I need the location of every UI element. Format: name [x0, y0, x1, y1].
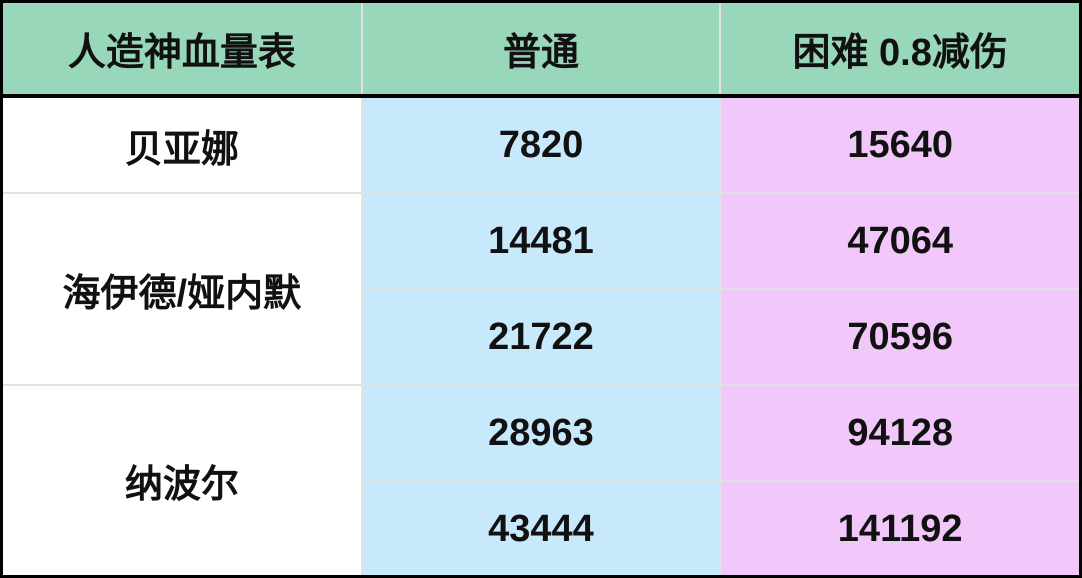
hard-hp: 141192	[719, 480, 1079, 575]
header-row: 人造神血量表 普通 困难 0.8减伤	[3, 3, 1079, 98]
normal-hp: 7820	[360, 95, 722, 194]
hard-hp: 70596	[719, 288, 1079, 386]
normal-hp: 28963	[360, 384, 722, 482]
normal-hp: 43444	[360, 480, 722, 575]
table-row: 贝亚娜 7820 15640	[3, 95, 1079, 194]
table-row: 43444 141192	[3, 480, 1079, 575]
table-row: 海伊德/娅内默 14481 47064	[3, 192, 1079, 386]
hard-hp: 15640	[719, 95, 1079, 194]
table-row: 21722 70596	[3, 288, 1079, 386]
hard-hp: 47064	[719, 192, 1079, 290]
table-row: 纳波尔 28963 94128	[3, 384, 1079, 575]
header-normal: 普通	[360, 3, 722, 98]
header-title: 人造神血量表	[3, 3, 363, 98]
hard-hp: 94128	[719, 384, 1079, 482]
normal-hp: 21722	[360, 288, 722, 386]
boss-name: 纳波尔	[3, 384, 363, 575]
boss-name: 贝亚娜	[3, 95, 363, 194]
boss-name: 海伊德/娅内默	[3, 192, 363, 386]
header-hard: 困难 0.8减伤	[719, 3, 1079, 98]
normal-hp: 14481	[360, 192, 722, 290]
boss-hp-table: 人造神血量表 普通 困难 0.8减伤 贝亚娜 7820 15640 海伊德/娅内…	[3, 3, 1079, 575]
